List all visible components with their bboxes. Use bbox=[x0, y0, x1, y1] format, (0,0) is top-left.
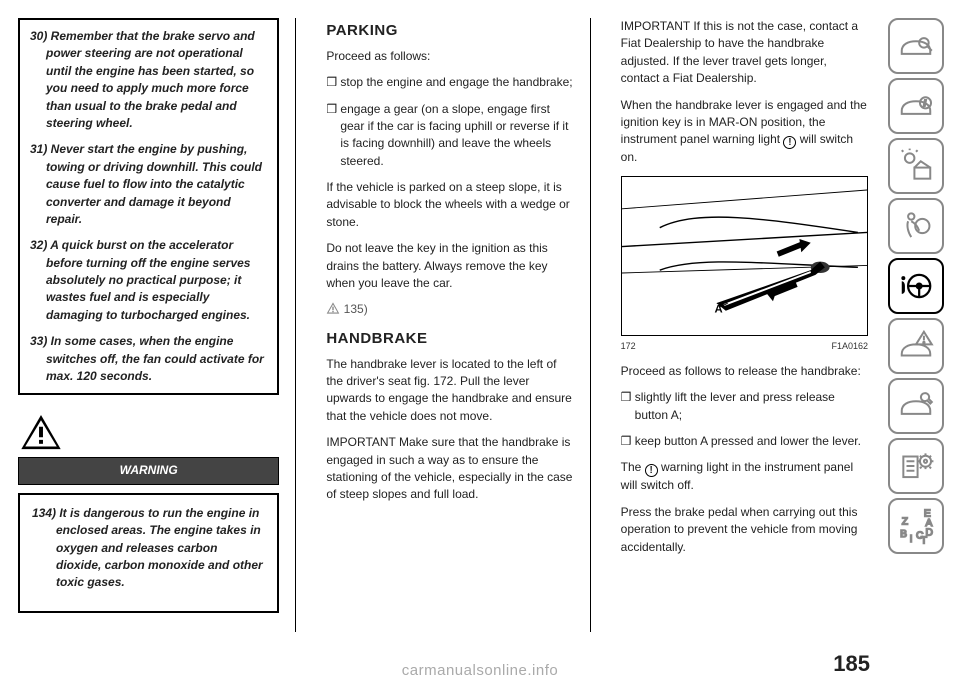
svg-text:D: D bbox=[925, 528, 932, 539]
svg-text:E: E bbox=[924, 509, 931, 520]
heading-handbrake: HANDBRAKE bbox=[326, 328, 573, 350]
brake-pedal-note: Press the brake pedal when carrying out … bbox=[621, 504, 868, 556]
warning-small-icon bbox=[326, 301, 340, 315]
svg-text:B: B bbox=[900, 529, 907, 540]
column-2: PARKING Proceed as follows: stop the eng… bbox=[312, 18, 573, 632]
watermark: carmanualsonline.info bbox=[402, 660, 558, 682]
important-dealer: IMPORTANT If this is not the case, conta… bbox=[621, 18, 868, 88]
note-33: 33) In some cases, when the engine switc… bbox=[30, 333, 267, 385]
nav-icon-airbag[interactable] bbox=[888, 198, 944, 254]
page-content: 30) Remember that the brake servo and po… bbox=[0, 0, 960, 640]
warning-box: 134) It is dangerous to run the engine i… bbox=[18, 493, 279, 613]
release-step-2: keep button A pressed and lower the leve… bbox=[621, 433, 868, 450]
nav-icon-driving[interactable] bbox=[888, 258, 944, 314]
column-divider-2 bbox=[590, 18, 591, 632]
figure-code: F1A0162 bbox=[831, 340, 868, 353]
figure-caption: 172 F1A0162 bbox=[621, 340, 868, 353]
page-number: 185 bbox=[833, 648, 870, 680]
svg-text:I: I bbox=[910, 534, 913, 545]
release-intro: Proceed as follows to release the handbr… bbox=[621, 363, 868, 380]
nav-icon-service[interactable] bbox=[888, 378, 944, 434]
warning-light-icon: ! bbox=[783, 136, 796, 149]
warning-light-on: When the handbrake lever is engaged and … bbox=[621, 97, 868, 167]
release-step-1: slightly lift the lever and press releas… bbox=[621, 389, 868, 424]
parking-note-key: Do not leave the key in the ignition as … bbox=[326, 240, 573, 292]
parking-step-2: engage a gear (on a slope, engage first … bbox=[326, 101, 573, 171]
parking-note-slope: If the vehicle is parked on a steep slop… bbox=[326, 179, 573, 231]
svg-text:A: A bbox=[925, 518, 932, 529]
nav-icon-emergency[interactable] bbox=[888, 318, 944, 374]
nav-icon-info[interactable]: i bbox=[888, 78, 944, 134]
parking-intro: Proceed as follows: bbox=[326, 48, 573, 65]
parking-step-1: stop the engine and engage the handbrake… bbox=[326, 74, 573, 91]
heading-parking: PARKING bbox=[326, 20, 573, 42]
warning-134: 134) It is dangerous to run the engine i… bbox=[32, 505, 265, 592]
note-30: 30) Remember that the brake servo and po… bbox=[30, 28, 267, 132]
footnote-135: 135) bbox=[326, 301, 573, 318]
column-divider bbox=[295, 18, 296, 632]
figure-172: A bbox=[621, 176, 868, 336]
column-1: 30) Remember that the brake servo and po… bbox=[18, 18, 279, 632]
warning-heading: WARNING bbox=[18, 457, 279, 484]
nav-icon-inspect[interactable] bbox=[888, 18, 944, 74]
svg-text:Z: Z bbox=[902, 516, 908, 527]
nav-icon-column: i bbox=[884, 18, 948, 632]
warning-light-icon-2: ! bbox=[645, 464, 658, 477]
handbrake-important: IMPORTANT Make sure that the handbrake i… bbox=[326, 434, 573, 504]
svg-text:A: A bbox=[714, 303, 722, 315]
nav-icon-lights[interactable] bbox=[888, 138, 944, 194]
warning-light-off: The ! warning light in the instrument pa… bbox=[621, 459, 868, 494]
note-32: 32) A quick burst on the accelerator bef… bbox=[30, 237, 267, 324]
nav-icon-index[interactable]: Z B I C T D A E bbox=[888, 498, 944, 554]
warning-triangle-icon bbox=[20, 413, 62, 451]
notes-box: 30) Remember that the brake servo and po… bbox=[18, 18, 279, 395]
figure-number: 172 bbox=[621, 340, 636, 353]
handbrake-desc: The handbrake lever is located to the le… bbox=[326, 356, 573, 426]
note-31: 31) Never start the engine by pushing, t… bbox=[30, 141, 267, 228]
column-3: IMPORTANT If this is not the case, conta… bbox=[607, 18, 868, 632]
nav-icon-specs[interactable] bbox=[888, 438, 944, 494]
footnote-135-text: 135) bbox=[344, 302, 368, 316]
